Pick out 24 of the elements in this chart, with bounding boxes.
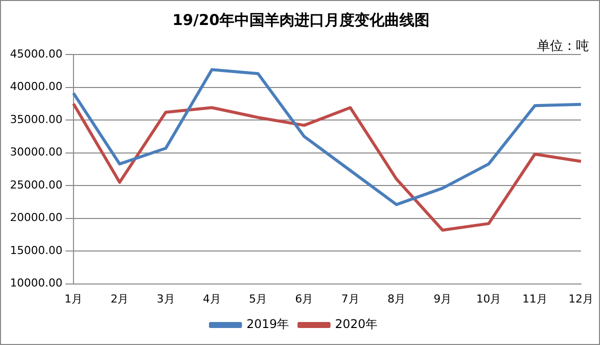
y-tick-label: 25000.00	[10, 178, 62, 192]
y-tick-label: 30000.00	[10, 146, 62, 159]
x-tick-label: 7月	[341, 292, 360, 306]
chart-title: 19/20年中国羊肉进口月度变化曲线图	[171, 11, 431, 30]
legend-label: 2019年	[246, 317, 290, 332]
legend-label: 2020年	[335, 317, 378, 332]
y-tick-label: 35000.00	[10, 112, 62, 126]
x-tick-label: 9月	[434, 292, 452, 306]
x-tick-label: 6月	[295, 292, 314, 306]
x-tick-label: 1月	[64, 292, 82, 306]
x-tick-label: 4月	[202, 292, 221, 306]
y-tick-label: 15000.00	[10, 244, 62, 257]
y-tick-label: 20000.00	[10, 211, 62, 224]
y-tick-label: 10000.00	[10, 276, 62, 290]
x-tick-label: 12月	[568, 292, 594, 306]
y-tick-label: 40000.00	[10, 80, 62, 94]
y-tick-label: 45000.00	[10, 47, 62, 60]
x-tick-label: 11月	[522, 292, 548, 306]
x-tick-label: 2月	[110, 292, 129, 306]
x-tick-label: 10月	[476, 292, 502, 306]
x-tick-label: 8月	[387, 292, 406, 306]
text: 单位：吨	[537, 38, 589, 55]
x-tick-label: 5月	[249, 292, 268, 306]
x-tick-label: 3月	[156, 292, 175, 306]
